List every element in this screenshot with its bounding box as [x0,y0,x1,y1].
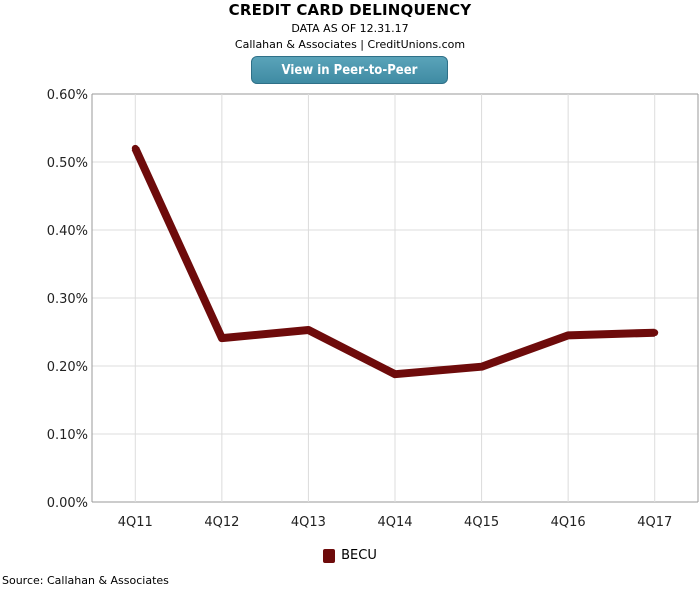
x-tick-label: 4Q15 [464,515,499,530]
x-tick-label: 4Q14 [377,515,412,530]
y-tick-label: 0.00% [47,496,88,511]
y-tick-label: 0.40% [47,224,88,239]
data-point-becu [218,334,226,342]
data-point-becu [478,363,486,371]
chart-title: CREDIT CARD DELINQUENCY [228,1,472,19]
data-point-becu [304,326,312,334]
legend-swatch-becu [323,548,336,563]
x-tick-label: 4Q16 [551,515,586,530]
y-tick-label: 0.10% [47,428,88,443]
chart-subtitle: DATA AS OF 12.31.17 [291,22,409,35]
legend-label-becu: BECU [341,548,377,563]
x-tick-label: 4Q12 [204,515,239,530]
chart-credit: Callahan & Associates | CreditUnions.com [234,38,466,51]
x-tick-label: 4Q13 [291,515,326,530]
y-tick-label: 0.60% [47,88,88,103]
y-tick-label: 0.20% [47,360,88,375]
y-tick-label: 0.50% [47,156,88,171]
view-in-peer-to-peer-label: View in Peer-to-Peer [281,62,418,78]
data-point-becu [391,370,399,378]
x-tick-label: 4Q17 [637,515,672,530]
view-in-peer-to-peer-button[interactable]: View in Peer-to-Peer [251,56,448,84]
source-note: Source: Callahan & Associates [2,574,169,587]
x-tick-label: 4Q11 [118,515,153,530]
data-point-becu [564,331,572,339]
data-point-becu [131,144,139,152]
data-point-becu [651,329,659,337]
chart-legend[interactable]: BECU [0,548,700,563]
y-tick-label: 0.30% [47,292,88,307]
